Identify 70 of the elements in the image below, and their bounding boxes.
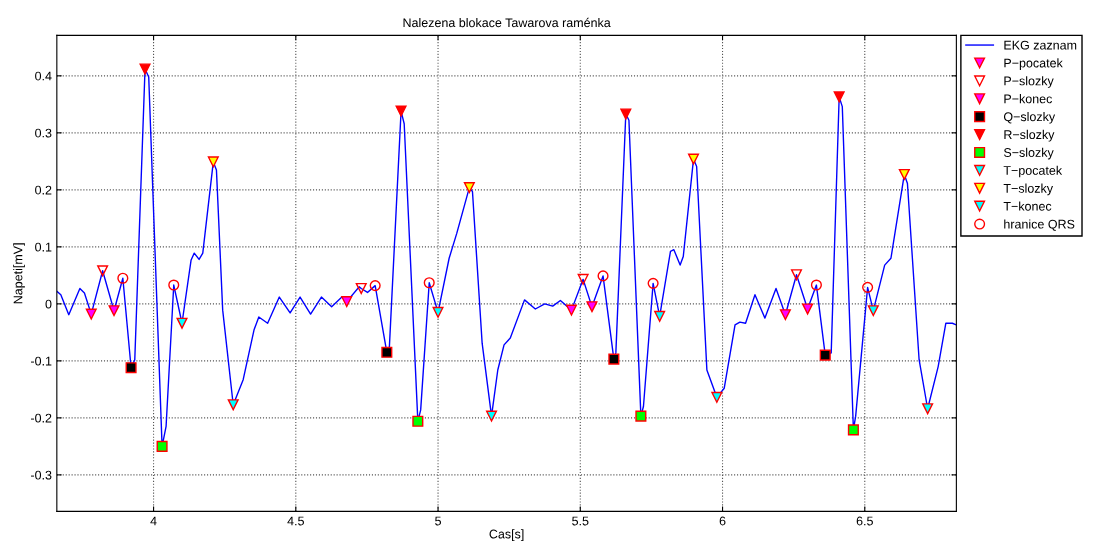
point xyxy=(790,269,803,281)
point xyxy=(819,349,831,361)
legend-label: hranice QRS xyxy=(1004,219,1075,231)
point xyxy=(156,440,168,452)
point xyxy=(369,280,381,292)
point xyxy=(423,277,435,289)
x-axis-title: Cas[s] xyxy=(489,529,524,541)
x-tick-label: 6.5 xyxy=(856,516,873,526)
point xyxy=(97,265,109,277)
y-tick-label: 0.3 xyxy=(35,128,52,138)
point xyxy=(485,410,498,422)
legend-label: Q−slozky xyxy=(1003,111,1056,124)
point xyxy=(108,305,120,317)
point xyxy=(139,63,151,75)
point xyxy=(355,282,367,295)
point xyxy=(635,410,647,422)
legend-label: S−slozky xyxy=(1003,147,1054,160)
point xyxy=(810,279,822,291)
y-axis-title: Napeti[mV] xyxy=(13,243,25,304)
point xyxy=(586,301,598,313)
point xyxy=(381,346,393,358)
point xyxy=(898,168,910,181)
point xyxy=(802,303,814,315)
point xyxy=(85,308,97,320)
y-tick-label: -0.3 xyxy=(30,470,52,480)
x-tick-label: 5.5 xyxy=(572,516,589,526)
y-tick-label: 0.2 xyxy=(35,185,52,195)
point xyxy=(833,91,845,103)
point xyxy=(711,391,723,403)
point xyxy=(395,105,407,117)
point xyxy=(654,310,666,322)
point xyxy=(922,403,934,415)
point xyxy=(117,272,129,284)
legend-label: P−slozky xyxy=(1004,76,1054,88)
point xyxy=(432,306,444,318)
point xyxy=(168,279,180,291)
chart-title: Nalezena blokace Tawarova raménka xyxy=(403,17,611,28)
point xyxy=(463,182,475,194)
x-tick-label: 6 xyxy=(719,516,726,526)
point xyxy=(577,273,589,285)
legend-label: T−slozky xyxy=(1003,183,1054,196)
x-tick-label: 4.5 xyxy=(287,516,304,526)
y-tick-label: 0 xyxy=(45,299,52,309)
legend-label: R−slozky xyxy=(1004,129,1055,142)
point xyxy=(867,305,879,317)
legend-label: P−konec xyxy=(1004,94,1053,104)
point xyxy=(207,156,219,168)
y-tick-label: 0.1 xyxy=(35,242,52,252)
legend-label: EKG zaznam xyxy=(1004,40,1077,50)
legend-label: T−konec xyxy=(1003,201,1052,211)
point xyxy=(862,281,874,293)
point xyxy=(227,399,239,411)
point xyxy=(412,415,424,427)
point xyxy=(125,362,137,374)
point xyxy=(597,270,609,282)
legend-label: P−pocatek xyxy=(1004,58,1063,70)
y-tick-label: -0.1 xyxy=(30,356,52,366)
point xyxy=(608,353,620,365)
x-tick-label: 5 xyxy=(435,516,441,526)
point xyxy=(620,108,632,120)
legend-label: T−pocatek xyxy=(1003,165,1063,178)
point xyxy=(176,317,188,329)
point xyxy=(647,277,659,289)
point xyxy=(341,296,353,308)
point xyxy=(779,309,791,321)
y-tick-label: 0.4 xyxy=(35,71,52,81)
y-tick-label: -0.2 xyxy=(30,413,52,423)
point xyxy=(847,424,859,436)
x-tick-label: 4 xyxy=(150,516,157,526)
point xyxy=(565,304,578,316)
